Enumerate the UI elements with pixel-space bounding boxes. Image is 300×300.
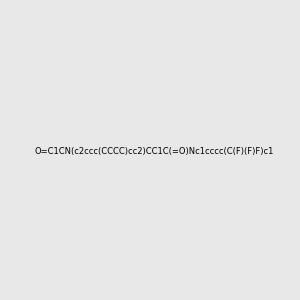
Text: O=C1CN(c2ccc(CCCC)cc2)CC1C(=O)Nc1cccc(C(F)(F)F)c1: O=C1CN(c2ccc(CCCC)cc2)CC1C(=O)Nc1cccc(C(…	[34, 147, 273, 156]
